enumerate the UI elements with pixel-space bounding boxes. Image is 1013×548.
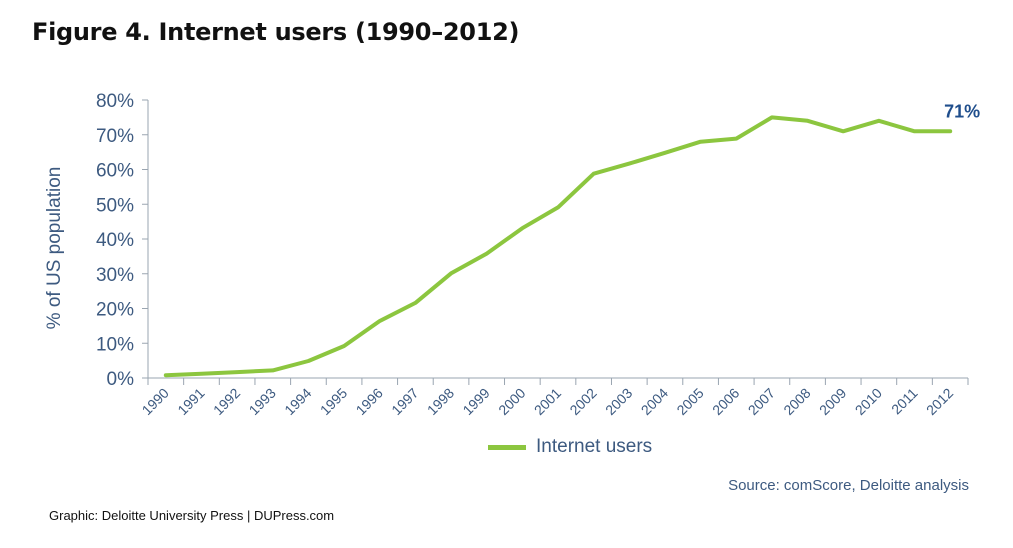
- legend-swatch-internet-users: [488, 444, 526, 450]
- x-tick-label: 2003: [602, 385, 635, 418]
- x-tick-label: 2000: [495, 385, 528, 418]
- x-tick-label: 1991: [174, 385, 207, 418]
- x-tick-label: 2005: [673, 385, 706, 418]
- x-tick-label: 1994: [281, 385, 314, 418]
- x-tick-label: 1996: [353, 385, 386, 418]
- x-tick-label: 1992: [210, 385, 243, 418]
- x-tick-label: 2011: [888, 385, 921, 418]
- credit-line: Graphic: Deloitte University Press | DUP…: [49, 508, 335, 523]
- y-axis-label: % of US population: [44, 167, 65, 330]
- legend-label-internet-users: Internet users: [536, 436, 653, 457]
- x-tick-label: 1998: [424, 385, 457, 418]
- y-tick-label: 30%: [96, 265, 134, 286]
- data-label-2012: 71%: [944, 101, 980, 121]
- x-tick-label: 2004: [638, 385, 671, 418]
- y-tick-label: 70%: [96, 126, 134, 147]
- x-tick-label: 2012: [923, 385, 956, 418]
- x-tick-label: 2008: [780, 385, 813, 418]
- x-tick-label: 1993: [246, 385, 279, 418]
- x-tick-label: 2010: [852, 385, 885, 418]
- legend: Internet users: [488, 436, 652, 458]
- x-tick-label: 1990: [139, 385, 172, 418]
- y-tick-label: 60%: [96, 161, 134, 182]
- chart-title: Figure 4. Internet users (1990–2012): [32, 18, 520, 46]
- x-tick-label: 1997: [388, 385, 421, 418]
- y-tick-label: 80%: [96, 91, 134, 112]
- y-tick-label: 10%: [96, 334, 134, 355]
- series-line-internet-users: [163, 115, 953, 378]
- x-tick-label: 2006: [709, 385, 742, 418]
- x-tick-label: 2007: [745, 385, 778, 418]
- x-tick-label: 2001: [531, 385, 564, 418]
- y-tick-label: 0%: [107, 369, 135, 390]
- y-tick-label: 20%: [96, 300, 134, 321]
- y-tick-label: 50%: [96, 195, 134, 216]
- x-tick-label: 2002: [566, 385, 599, 418]
- x-tick-label: 1999: [459, 385, 492, 418]
- x-tick-label: 2009: [816, 385, 849, 418]
- y-tick-label: 40%: [96, 230, 134, 251]
- source-note: Source: comScore, Deloitte analysis: [728, 477, 969, 494]
- x-tick-label: 1995: [317, 385, 350, 418]
